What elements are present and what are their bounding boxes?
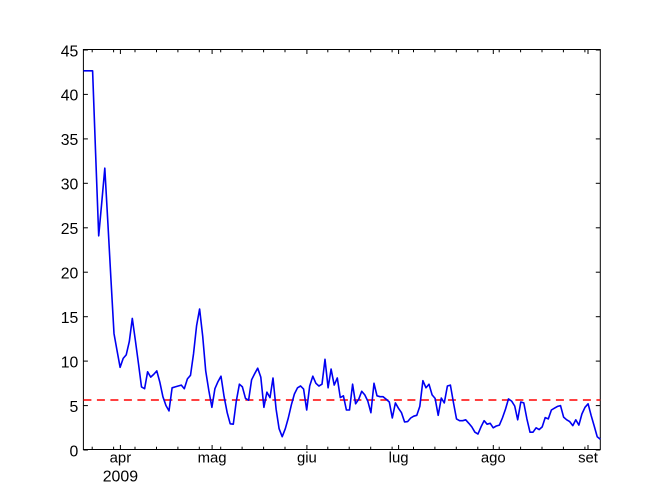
svg-text:set: set [578,451,599,467]
svg-text:5: 5 [70,399,79,416]
svg-text:mag: mag [198,451,227,467]
svg-text:ago: ago [481,451,506,467]
svg-text:lug: lug [389,451,409,467]
svg-text:45: 45 [61,43,79,60]
svg-text:25: 25 [61,221,79,238]
svg-text:40: 40 [61,88,79,105]
svg-text:0: 0 [70,443,79,460]
svg-text:35: 35 [61,132,79,149]
svg-text:apr: apr [110,451,132,467]
svg-text:30: 30 [61,177,79,194]
svg-text:15: 15 [61,310,79,327]
svg-text:20: 20 [61,266,79,283]
svg-text:10: 10 [61,354,79,371]
svg-text:giu: giu [297,451,317,467]
svg-text:2009: 2009 [103,468,139,485]
